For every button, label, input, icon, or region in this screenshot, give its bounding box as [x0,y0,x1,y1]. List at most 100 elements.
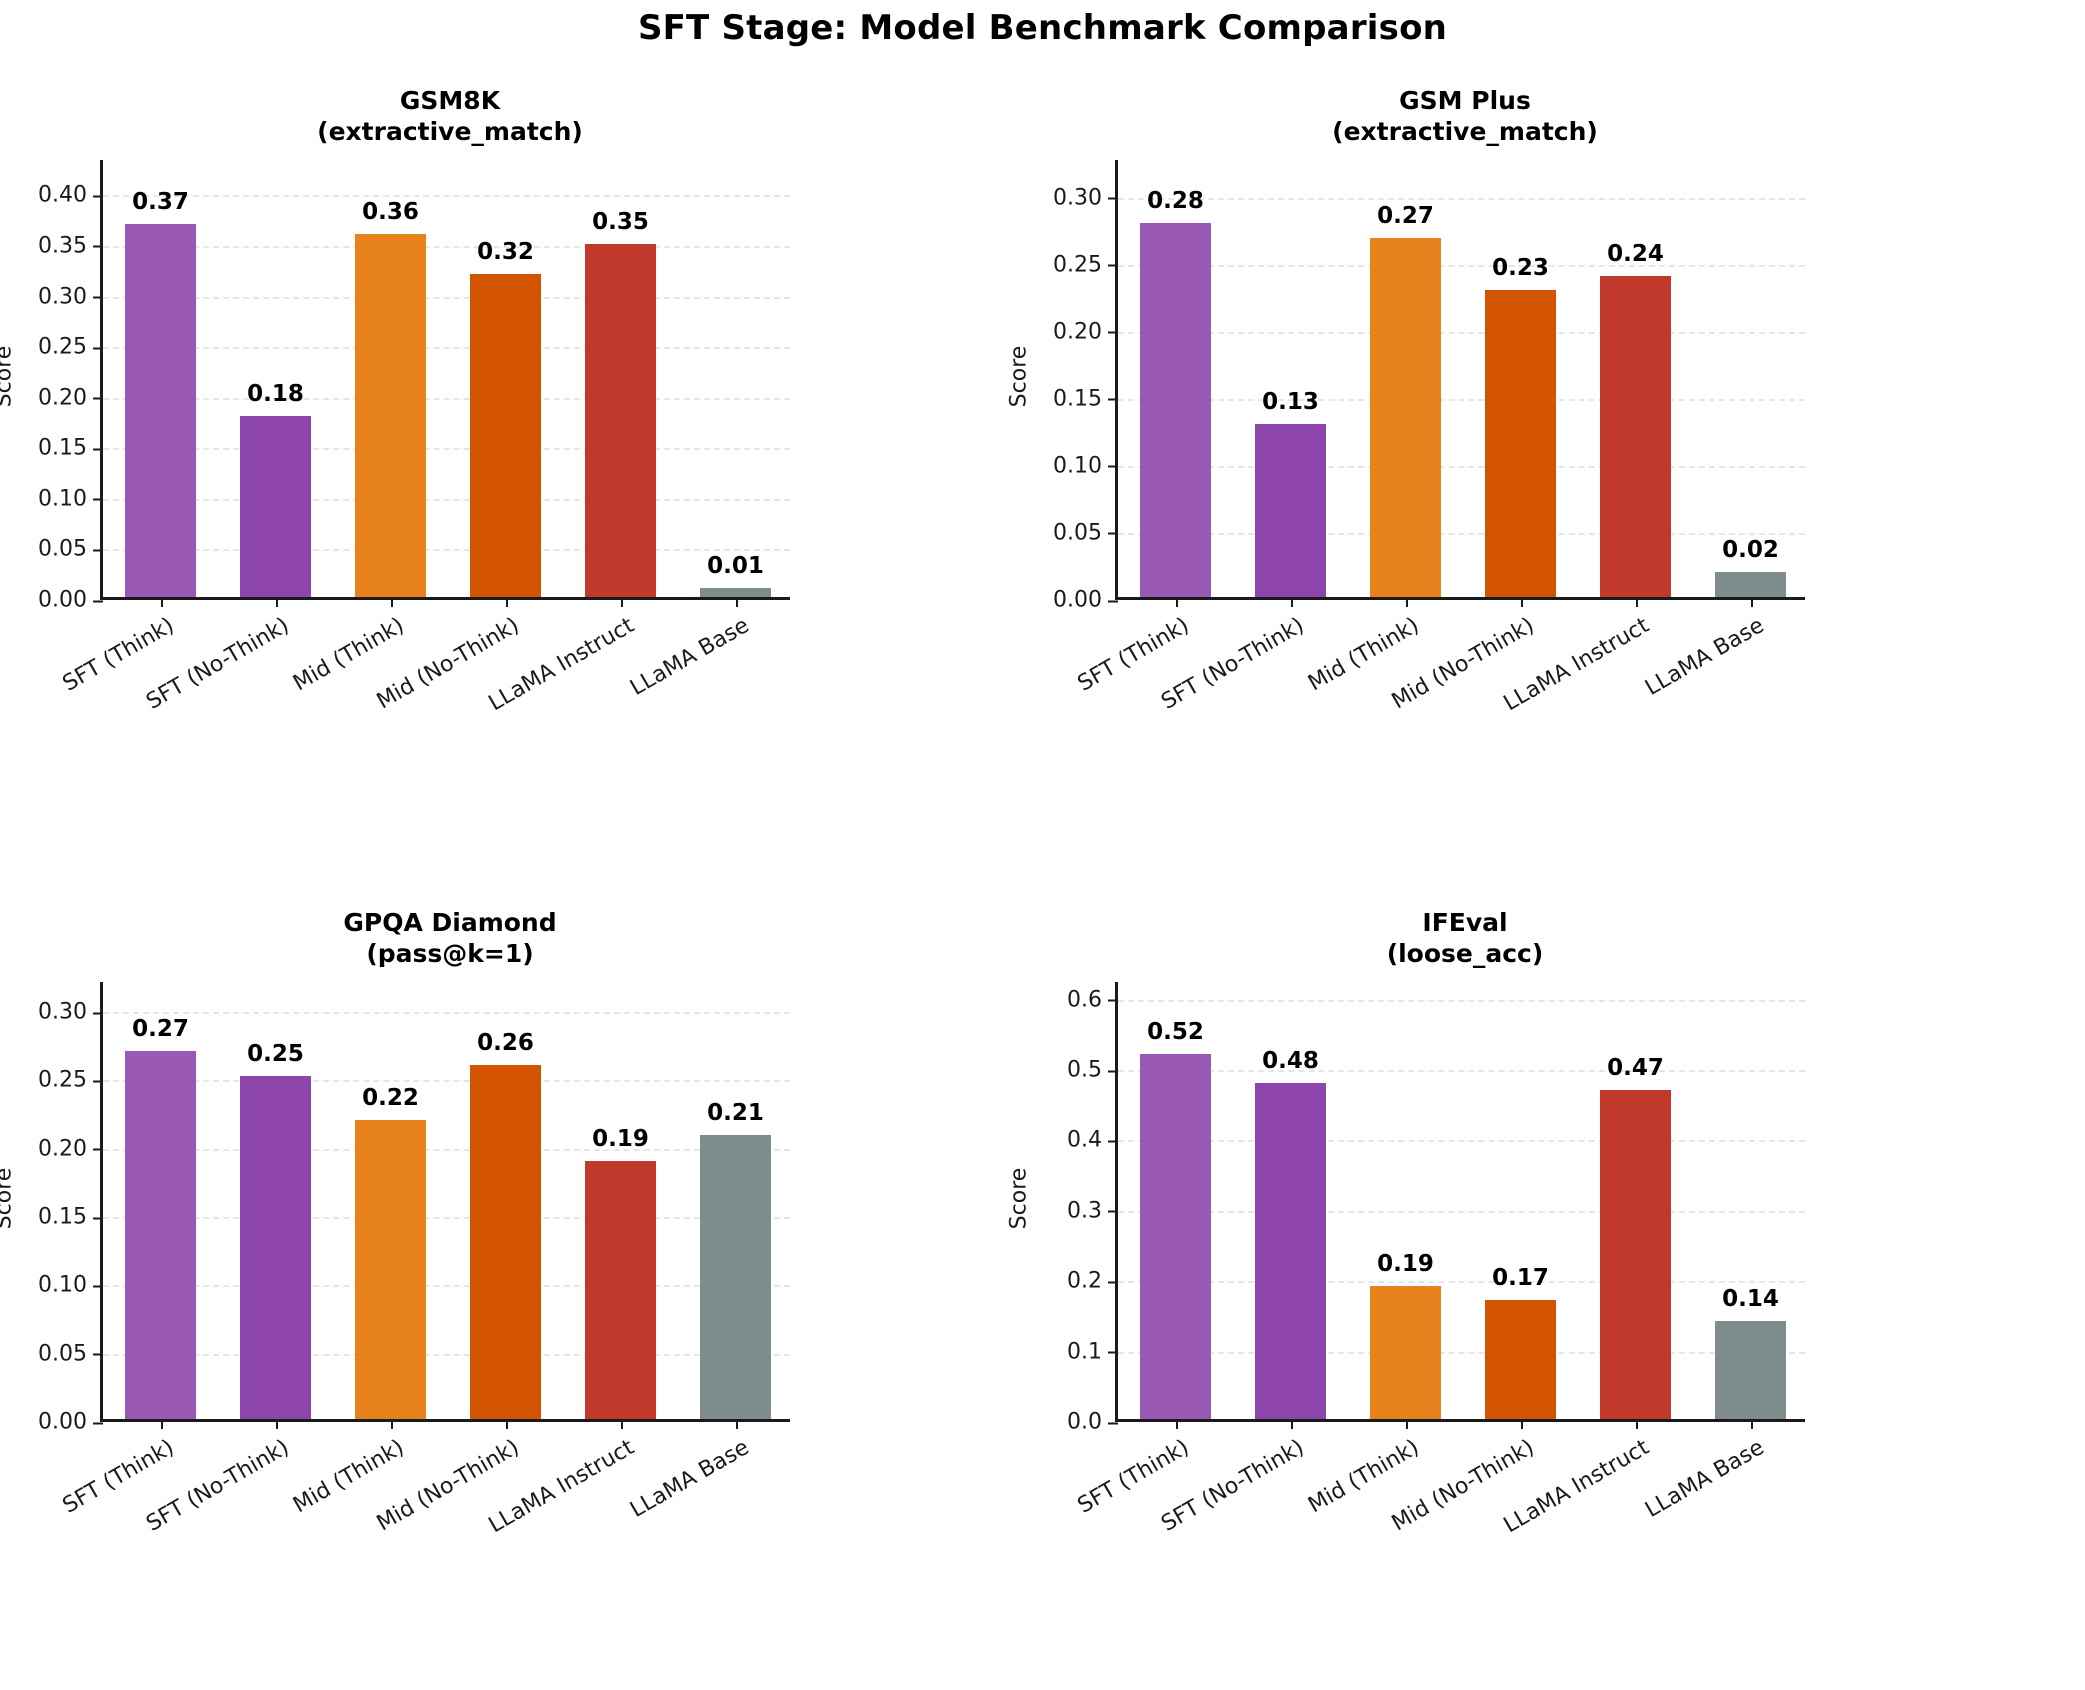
plot-area-gsm8k: 0.00 0.05 0.10 0.15 0.20 0.25 0.30 0.35 0.40 0.37… [38,160,790,716]
y-axis-tick-label: 0.20 [38,385,103,410]
bar-value-label: 0.27 [132,1016,189,1043]
gridline [103,347,790,350]
x-axis-tick-mark [1750,1419,1753,1429]
gridline [103,1012,790,1015]
x-axis-tick-mark [1405,597,1408,607]
bar-value-label: 0.37 [132,188,189,215]
bar-value-label: 0.26 [477,1030,534,1057]
bar-value-label: 0.48 [1262,1047,1319,1074]
bar-value-label: 0.17 [1492,1265,1549,1292]
subplot-gsm8k: GSM8K (extractive_match) 0.00 0.05 0.10 0.15… [0,86,800,830]
y-axis-tick-label: 0.6 [1067,987,1118,1012]
plot-area-gpqa_diamond: 0.00 0.05 0.10 0.15 0.20 0.25 0.30 0.27 SFT (Thi… [38,982,790,1538]
y-axis-label-gsm8k: Score [0,345,17,408]
gridline [103,1217,790,1220]
bar[interactable]: 0.24 [1599,241,1672,597]
bar-value-label: 0.01 [707,552,764,579]
plot-area-ifeval: 0.0 0.1 0.2 0.3 0.4 0.5 0.6 0.52 SFT (Think) 0.48… [1067,982,1805,1538]
bar[interactable]: 0.25 [239,1041,312,1419]
bar-value-label: 0.21 [707,1099,764,1126]
bar[interactable]: 0.52 [1139,1019,1212,1419]
bar[interactable]: 0.28 [1139,188,1212,597]
bar[interactable]: 0.02 [1714,537,1787,597]
subplot-gsm_plus: GSM Plus (extractive_match) 0.00 0.05 0.10 0… [1007,86,1815,830]
bar[interactable]: 0.01 [699,553,772,597]
gridline [103,549,790,552]
bar-value-label: 0.14 [1722,1286,1779,1313]
bar[interactable]: 0.27 [124,1016,197,1419]
bar[interactable]: 0.35 [584,209,657,597]
bar-value-label: 0.24 [1607,241,1664,268]
bar-value-label: 0.47 [1607,1054,1664,1081]
y-axis-tick-label: 0.1 [1067,1339,1118,1364]
bar[interactable]: 0.48 [1254,1048,1327,1419]
y-axis-tick-label: 0.35 [38,233,103,258]
bar-value-label: 0.18 [247,380,304,407]
gridline [103,498,790,501]
subplot-ifeval: IFEval (loose_acc) 0.0 0.1 0.2 0.3 0.4 0.5 0.6 0… [1007,908,1815,1652]
y-axis-tick-label: 0.05 [1053,520,1118,545]
bar[interactable]: 0.21 [699,1100,772,1419]
gridline [1118,398,1805,401]
bar[interactable]: 0.14 [1714,1286,1787,1419]
y-axis-tick-label: 0.4 [1067,1128,1118,1153]
y-axis-tick-label: 0.30 [1053,185,1118,210]
x-axis-tick-mark [735,597,738,607]
x-axis-tick-mark [735,1419,738,1429]
bar[interactable]: 0.27 [1369,203,1442,597]
gridline [1118,999,1805,1002]
x-axis-tick-mark [1635,1419,1638,1429]
bar-value-label: 0.19 [1377,1250,1434,1277]
bar[interactable]: 0.19 [1369,1251,1442,1419]
x-axis-tick-mark [1520,1419,1523,1429]
bar[interactable]: 0.17 [1484,1265,1557,1419]
bar[interactable]: 0.47 [1599,1055,1672,1419]
subplot-title-gpqa_diamond: GPQA Diamond (pass@k=1) [343,908,557,968]
y-axis-tick-label: 0.15 [1053,386,1118,411]
figure-title: SFT Stage: Model Benchmark Comparison [637,8,1448,48]
bar[interactable]: 0.36 [354,199,427,597]
x-axis-tick-mark [390,1419,393,1429]
y-axis-tick-label: 0.30 [38,284,103,309]
gridline [1118,465,1805,468]
bar[interactable]: 0.23 [1484,255,1557,597]
y-axis-tick-label: 0.15 [38,436,103,461]
x-axis-tick-mark [160,597,163,607]
bar[interactable]: 0.13 [1254,389,1327,597]
y-axis-tick-label: 0.25 [38,1068,103,1093]
x-axis-tick-mark [620,1419,623,1429]
subplot-title-ifeval: IFEval (loose_acc) [1386,908,1544,968]
gridline [1118,197,1805,200]
bar[interactable]: 0.18 [239,381,312,597]
x-axis-tick-mark [1175,597,1178,607]
y-axis-tick-label: 0.25 [1053,252,1118,277]
x-axis-tick-mark [275,1419,278,1429]
x-axis-tick-mark [620,597,623,607]
gridline [1118,1281,1805,1284]
x-axis-tick-mark [505,597,508,607]
gridline [103,397,790,400]
x-axis-tick-mark [1405,1419,1408,1429]
x-axis-tick-mark [1290,1419,1293,1429]
y-axis-tick-label: 0.5 [1067,1058,1118,1083]
bar[interactable]: 0.32 [469,239,542,597]
subplot-title-gsm8k: GSM8K (extractive_match) [317,86,583,146]
bar-value-label: 0.25 [247,1041,304,1068]
gridline [1118,1210,1805,1213]
y-axis-label-gsm_plus: Score [1006,345,1032,408]
bar[interactable]: 0.19 [584,1126,657,1419]
bar-value-label: 0.02 [1722,536,1779,563]
bar-value-label: 0.32 [477,239,534,266]
bar-value-label: 0.23 [1492,254,1549,281]
y-axis-tick-label: 0.10 [38,1273,103,1298]
gridline [103,245,790,248]
bar[interactable]: 0.22 [354,1085,427,1419]
gridline [103,1080,790,1083]
bar[interactable]: 0.37 [124,189,197,597]
x-axis-tick-mark [390,597,393,607]
y-axis-tick-label: 0.40 [38,183,103,208]
y-axis-tick-label: 0.10 [1053,453,1118,478]
y-axis-tick-label: 0.00 [38,588,103,613]
gridline [103,296,790,299]
bar[interactable]: 0.26 [469,1030,542,1419]
